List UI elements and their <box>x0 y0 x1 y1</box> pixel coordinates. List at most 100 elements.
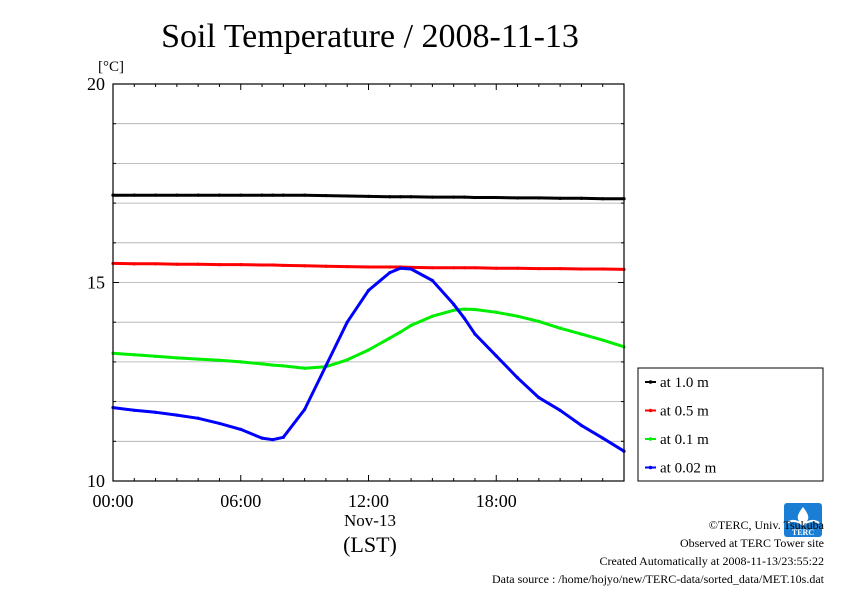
data-point <box>324 264 328 268</box>
data-point <box>239 193 243 197</box>
y-tick-label: 20 <box>87 74 105 94</box>
data-point <box>537 319 541 324</box>
series-lines <box>111 193 626 453</box>
data-point <box>579 267 584 271</box>
data-point <box>260 263 264 267</box>
data-point <box>579 196 584 200</box>
data-point <box>515 196 520 200</box>
site-text: Observed at TERC Tower site <box>679 536 824 550</box>
x-tick-labels: 00:00 06:00 12:00 18:00 <box>92 491 516 511</box>
data-point <box>409 195 413 199</box>
data-point <box>452 195 456 199</box>
data-point <box>239 360 243 364</box>
data-point <box>271 193 275 197</box>
data-point <box>462 307 466 311</box>
y-tick-label: 15 <box>87 273 105 293</box>
data-point <box>409 267 413 271</box>
data-point <box>324 193 328 198</box>
data-point <box>217 421 222 426</box>
data-point <box>388 336 392 340</box>
legend-marker <box>648 465 653 470</box>
data-point <box>494 266 498 270</box>
data-point <box>366 348 371 352</box>
data-point <box>217 358 222 362</box>
data-point <box>260 362 264 366</box>
legend-items: at 1.0 m at 0.5 m at 0.1 m at 0.02 m <box>645 375 717 477</box>
source-text: Data source : /home/hojyo/new/TERC-data/… <box>491 572 824 586</box>
data-point <box>132 262 136 266</box>
data-point <box>515 376 520 380</box>
logo-drop-icon <box>797 507 809 525</box>
data-point <box>579 423 584 428</box>
data-point <box>271 363 275 367</box>
y-axis-label: [°C] <box>98 59 124 75</box>
y-tick-labels: 10 15 20 <box>87 74 105 491</box>
data-point <box>537 396 541 400</box>
data-point <box>558 267 562 271</box>
data-point <box>409 323 413 327</box>
created-text: Created Automatically at 2008-11-13/23:5… <box>599 554 824 568</box>
x-tick-label: 06:00 <box>220 491 261 511</box>
data-point <box>473 332 477 336</box>
data-point <box>153 410 158 414</box>
data-point <box>579 332 584 336</box>
copyright-text: ©TERC, Univ. Tsukuba <box>708 518 824 532</box>
legend: at 1.0 m at 0.5 m at 0.1 m at 0.02 m <box>637 367 824 482</box>
data-point <box>473 195 477 200</box>
data-point <box>388 265 392 269</box>
data-point <box>430 314 434 318</box>
data-point <box>601 338 605 342</box>
data-point <box>462 266 466 270</box>
data-point <box>345 320 349 324</box>
data-point <box>175 262 179 266</box>
data-point <box>430 266 434 270</box>
data-point <box>558 196 562 200</box>
data-point <box>388 195 392 199</box>
legend-label: at 0.02 m <box>660 461 717 477</box>
x-tick-label: 00:00 <box>92 491 133 511</box>
series-line <box>111 266 626 453</box>
x-axis-label: (LST) <box>343 532 397 557</box>
legend-marker <box>648 437 653 441</box>
data-point <box>515 266 520 270</box>
legend-label: at 0.1 m <box>660 432 709 448</box>
date-label: Nov-13 <box>344 511 396 530</box>
logo-wave-icon <box>786 519 820 527</box>
data-point <box>452 266 456 270</box>
series-line <box>111 261 626 271</box>
data-point <box>537 196 541 200</box>
terc-logo: TERC <box>784 503 822 537</box>
legend-marker <box>648 408 653 413</box>
data-point <box>281 263 285 268</box>
data-point <box>303 366 307 370</box>
data-point <box>196 262 200 266</box>
data-point <box>494 310 498 314</box>
x-tick-label: 18:00 <box>476 491 517 511</box>
data-point <box>196 357 200 361</box>
data-point <box>132 193 136 197</box>
data-point <box>558 408 562 412</box>
data-point <box>430 278 434 283</box>
data-point <box>462 316 466 320</box>
data-point <box>601 436 605 440</box>
data-point <box>239 263 243 267</box>
data-point <box>175 413 179 417</box>
data-point <box>239 427 243 431</box>
data-point <box>132 353 136 357</box>
data-point <box>281 193 285 197</box>
data-point <box>462 195 466 199</box>
series-line <box>111 193 626 201</box>
y-tick-label: 10 <box>87 471 105 491</box>
data-point <box>398 266 403 270</box>
chart-title: Soil Temperature / 2008-11-13 <box>161 18 579 55</box>
data-point <box>366 265 371 269</box>
data-point <box>494 354 498 358</box>
data-point <box>601 197 605 201</box>
data-point <box>217 193 222 197</box>
data-point <box>196 416 200 420</box>
data-point <box>175 356 179 360</box>
data-point <box>537 267 541 271</box>
data-point <box>303 407 307 412</box>
data-point <box>345 358 349 362</box>
